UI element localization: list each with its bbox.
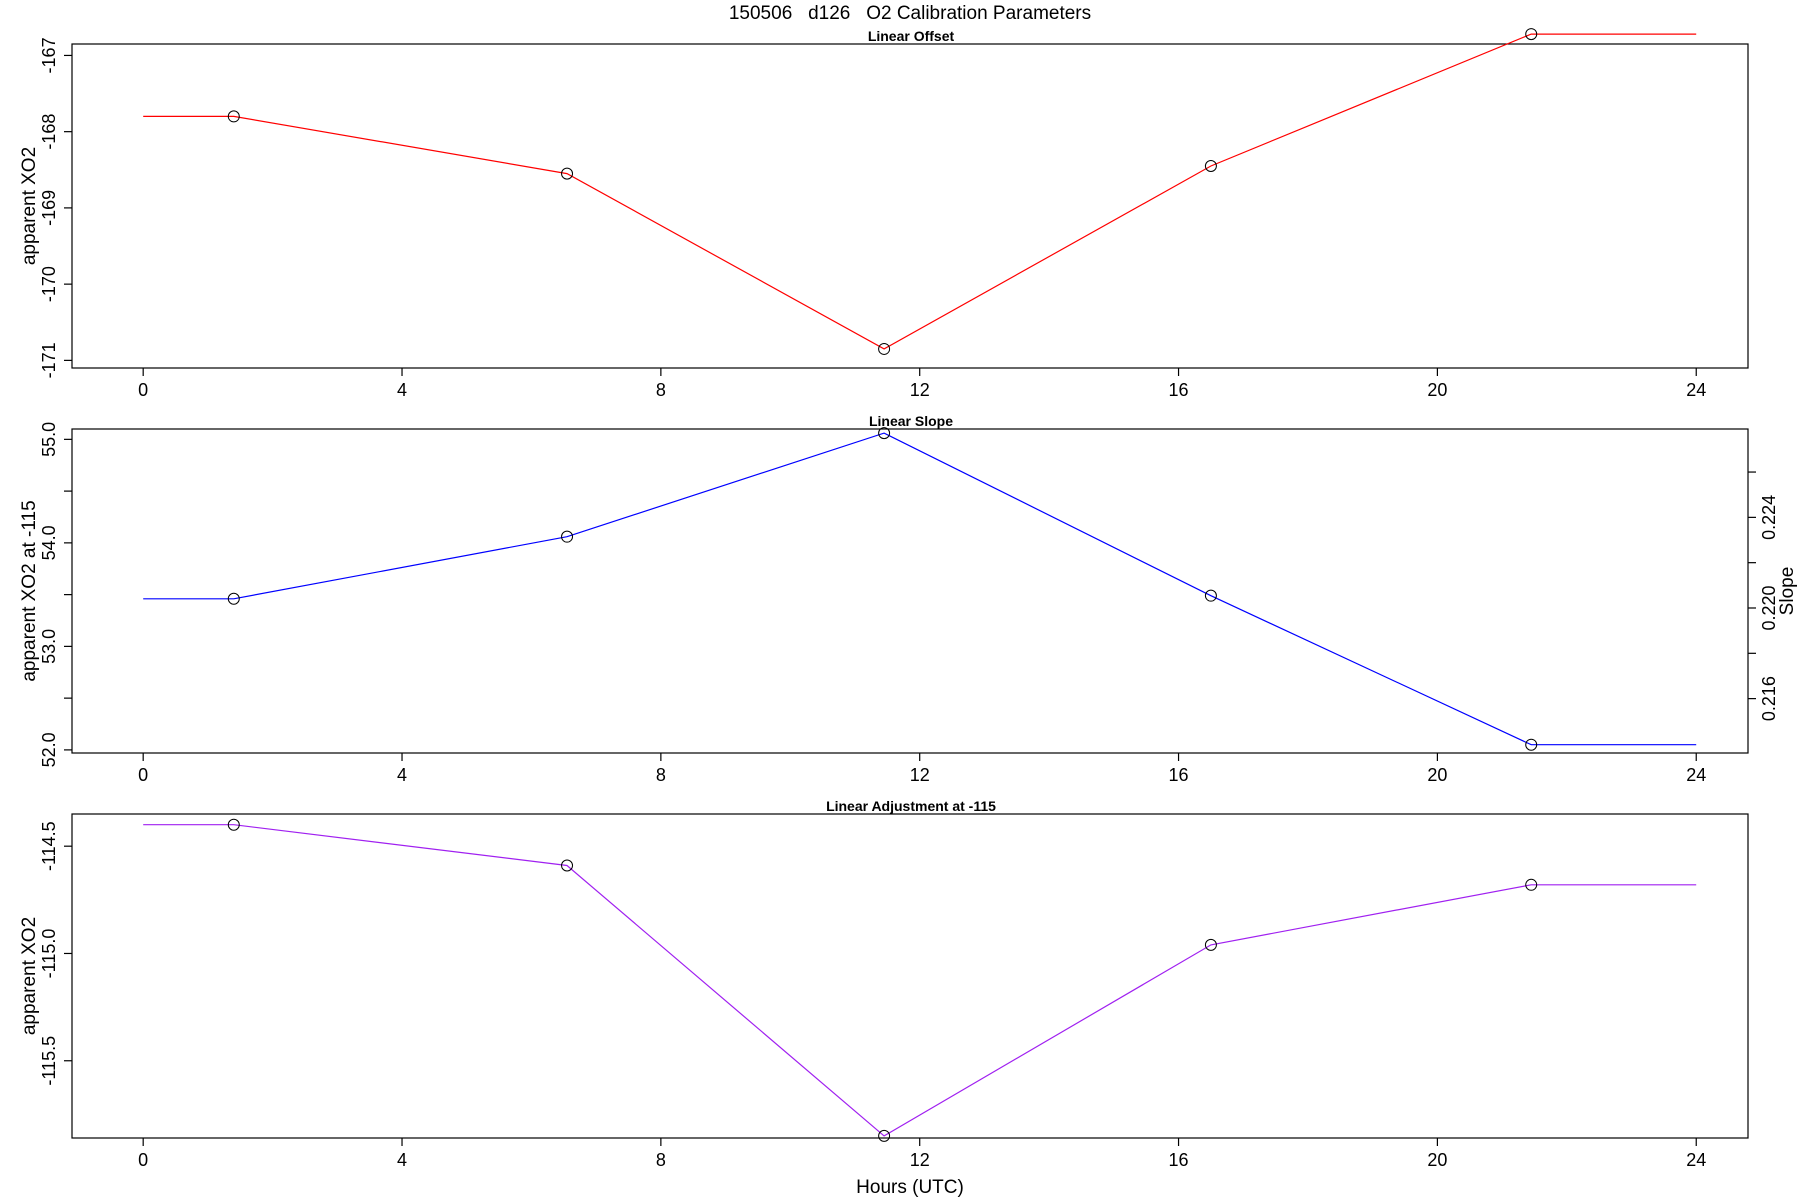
x-tick-label: 0 [138,1150,148,1170]
chart-panels: Linear Offset 0 4 8 12 16 20 24 -171 -170 -169 -168… [19,28,1798,1170]
plot-frame [71,813,1749,1139]
y-tick-label: -167 [39,37,59,73]
y-tick-label: -169 [39,190,59,226]
y-tick-label: 53.0 [39,629,59,664]
y-axis-label: apparent XO2 [19,147,40,265]
series-line [143,432,1697,746]
y-tick-label: -115.0 [39,929,59,979]
panel-title: Linear Slope [869,413,953,429]
data-point [1204,589,1217,602]
x-tick-label: 12 [910,380,930,400]
x-tick-label: 0 [138,765,148,785]
x-tick-label: 20 [1427,380,1447,400]
plot-frame [71,43,1749,369]
y-right-tick-label: 0.224 [1759,495,1779,540]
plot-frame [71,428,1749,754]
x-tick-label: 12 [910,1150,930,1170]
x-tick-label: 20 [1427,1150,1447,1170]
chart-panel-3: Linear Adjustment at -115 0 4 8 12 16 20 24 -115… [19,798,1749,1170]
x-tick-label: 8 [656,1150,666,1170]
y-tick-label: -168 [39,114,59,150]
y-right-axis-label: Slope [1777,567,1798,616]
data-point [561,530,574,543]
y-right-tick-label: 0.220 [1759,585,1779,630]
data-point [561,859,574,872]
x-tick-label: 24 [1686,765,1706,785]
data-point [1204,159,1217,172]
x-tick-label: 24 [1686,380,1706,400]
data-point [1525,878,1538,891]
x-tick-label: 20 [1427,765,1447,785]
x-tick-label: 16 [1169,765,1189,785]
x-tick-label: 16 [1169,380,1189,400]
y-axis-label: apparent XO2 [19,917,40,1035]
chart-panel-2: Linear Slope 0 4 8 12 16 20 24 52.0 53.0 54.0 55.0 a… [19,413,1798,785]
data-point [878,427,891,440]
x-tick-label: 8 [656,765,666,785]
data-point [227,818,240,831]
y-tick-label: 55.0 [39,422,59,457]
data-point [227,110,240,123]
y-tick-label: 54.0 [39,525,59,560]
data-point [1525,28,1538,41]
series-line [143,33,1697,350]
panel-title: Linear Adjustment at -115 [826,798,996,814]
x-tick-label: 4 [397,1150,407,1170]
x-tick-label: 24 [1686,1150,1706,1170]
x-tick-label: 0 [138,380,148,400]
data-point [561,167,574,180]
figure-title: 150506 d126 O2 Calibration Parameters [729,3,1091,24]
y-tick-label: 52.0 [39,732,59,767]
data-point [878,342,891,355]
y-tick-label: -114.5 [39,821,59,871]
data-point [227,592,240,605]
x-tick-label: 8 [656,380,666,400]
x-tick-label: 4 [397,765,407,785]
chart-panel-1: Linear Offset 0 4 8 12 16 20 24 -171 -170 -169 -168… [19,28,1749,400]
y-tick-label: -115.5 [39,1036,59,1086]
data-point [1525,738,1538,751]
y-tick-label: -170 [39,266,59,302]
x-tick-label: 4 [397,380,407,400]
x-axis-label: Hours (UTC) [856,1177,964,1198]
data-point [878,1129,891,1142]
series-line [143,824,1697,1137]
y-right-tick-label: 0.216 [1759,676,1779,721]
y-tick-label: -171 [39,342,59,378]
x-tick-label: 12 [910,765,930,785]
x-tick-label: 16 [1169,1150,1189,1170]
y-axis-label: apparent XO2 at -115 [19,500,40,681]
panel-title: Linear Offset [868,28,955,44]
data-point [1204,938,1217,951]
